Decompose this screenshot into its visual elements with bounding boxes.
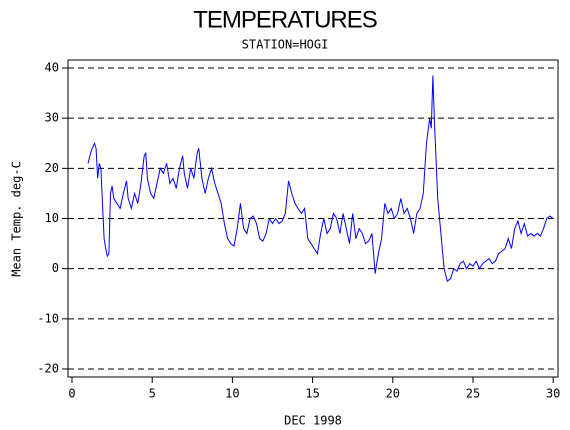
x-tick-label: 5: [149, 387, 156, 401]
y-tick-label: 40: [45, 61, 59, 75]
y-tick-label: 20: [45, 161, 59, 175]
x-axis-label: DEC 1998: [284, 414, 342, 428]
y-tick-label: 10: [45, 211, 59, 225]
y-tick-label: 0: [52, 261, 59, 275]
y-tick-label: 30: [45, 111, 59, 125]
y-axis-label: Mean Temp. deg-C: [10, 161, 24, 277]
chart-subtitle: STATION=HOGI: [242, 38, 329, 52]
x-tick-label: 25: [466, 387, 480, 401]
y-tick-label: -10: [37, 311, 59, 325]
x-tick-label: 30: [546, 387, 560, 401]
x-tick-label: 15: [305, 387, 319, 401]
data-line: [87, 75, 554, 283]
x-tick-label: 0: [68, 387, 75, 401]
x-tick-label: 10: [225, 387, 239, 401]
x-tick-label: 20: [386, 387, 400, 401]
y-tick-label: -20: [37, 361, 59, 375]
chart-title: TEMPERATURES: [193, 6, 377, 33]
